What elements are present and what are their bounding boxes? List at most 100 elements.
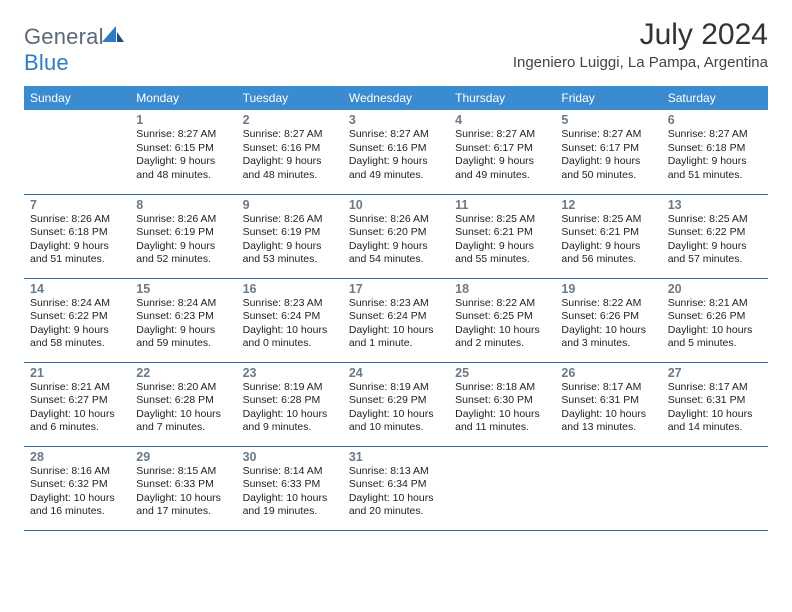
daylight-text: Daylight: 10 hours and 10 minutes. [349,408,443,435]
sunset-text: Sunset: 6:34 PM [349,478,443,492]
sunset-text: Sunset: 6:16 PM [243,142,337,156]
daylight-text: Daylight: 10 hours and 17 minutes. [136,492,230,519]
day-cell: 11Sunrise: 8:25 AMSunset: 6:21 PMDayligh… [449,194,555,278]
day-number: 29 [136,450,230,464]
sunset-text: Sunset: 6:33 PM [243,478,337,492]
day-cell: 6Sunrise: 8:27 AMSunset: 6:18 PMDaylight… [662,110,768,194]
weekday-header: Wednesday [343,86,449,110]
sunset-text: Sunset: 6:25 PM [455,310,549,324]
day-cell: 2Sunrise: 8:27 AMSunset: 6:16 PMDaylight… [237,110,343,194]
day-details: Sunrise: 8:24 AMSunset: 6:22 PMDaylight:… [30,297,124,352]
daylight-text: Daylight: 9 hours and 48 minutes. [136,155,230,182]
calendar-head: Sunday Monday Tuesday Wednesday Thursday… [24,86,768,110]
day-number: 15 [136,282,230,296]
day-details: Sunrise: 8:27 AMSunset: 6:16 PMDaylight:… [243,128,337,183]
day-cell: 27Sunrise: 8:17 AMSunset: 6:31 PMDayligh… [662,362,768,446]
daylight-text: Daylight: 10 hours and 0 minutes. [243,324,337,351]
sunset-text: Sunset: 6:18 PM [30,226,124,240]
day-number: 21 [30,366,124,380]
day-cell [449,446,555,530]
daylight-text: Daylight: 9 hours and 55 minutes. [455,240,549,267]
sunset-text: Sunset: 6:33 PM [136,478,230,492]
daylight-text: Daylight: 9 hours and 48 minutes. [243,155,337,182]
day-cell: 22Sunrise: 8:20 AMSunset: 6:28 PMDayligh… [130,362,236,446]
daylight-text: Daylight: 10 hours and 2 minutes. [455,324,549,351]
day-cell: 23Sunrise: 8:19 AMSunset: 6:28 PMDayligh… [237,362,343,446]
weekday-header: Sunday [24,86,130,110]
sunrise-text: Sunrise: 8:27 AM [455,128,549,142]
day-number: 30 [243,450,337,464]
sunset-text: Sunset: 6:28 PM [136,394,230,408]
daylight-text: Daylight: 10 hours and 3 minutes. [561,324,655,351]
brand-name-part1: General [24,24,104,49]
day-details: Sunrise: 8:26 AMSunset: 6:20 PMDaylight:… [349,213,443,268]
daylight-text: Daylight: 9 hours and 54 minutes. [349,240,443,267]
day-cell: 19Sunrise: 8:22 AMSunset: 6:26 PMDayligh… [555,278,661,362]
sunrise-text: Sunrise: 8:26 AM [349,213,443,227]
day-details: Sunrise: 8:24 AMSunset: 6:23 PMDaylight:… [136,297,230,352]
day-details: Sunrise: 8:19 AMSunset: 6:28 PMDaylight:… [243,381,337,436]
week-row: 14Sunrise: 8:24 AMSunset: 6:22 PMDayligh… [24,278,768,362]
calendar-page: General Blue July 2024 Ingeniero Luiggi,… [0,0,792,551]
day-details: Sunrise: 8:26 AMSunset: 6:18 PMDaylight:… [30,213,124,268]
sunrise-text: Sunrise: 8:25 AM [561,213,655,227]
day-details: Sunrise: 8:17 AMSunset: 6:31 PMDaylight:… [668,381,762,436]
day-details: Sunrise: 8:27 AMSunset: 6:18 PMDaylight:… [668,128,762,183]
day-number: 12 [561,198,655,212]
day-cell: 30Sunrise: 8:14 AMSunset: 6:33 PMDayligh… [237,446,343,530]
sunrise-text: Sunrise: 8:14 AM [243,465,337,479]
day-number: 10 [349,198,443,212]
sunset-text: Sunset: 6:31 PM [561,394,655,408]
day-cell: 10Sunrise: 8:26 AMSunset: 6:20 PMDayligh… [343,194,449,278]
sunrise-text: Sunrise: 8:27 AM [243,128,337,142]
day-details: Sunrise: 8:27 AMSunset: 6:17 PMDaylight:… [561,128,655,183]
sunrise-text: Sunrise: 8:23 AM [349,297,443,311]
calendar-body: 1Sunrise: 8:27 AMSunset: 6:15 PMDaylight… [24,110,768,530]
daylight-text: Daylight: 9 hours and 53 minutes. [243,240,337,267]
daylight-text: Daylight: 10 hours and 14 minutes. [668,408,762,435]
day-cell: 3Sunrise: 8:27 AMSunset: 6:16 PMDaylight… [343,110,449,194]
sunrise-text: Sunrise: 8:25 AM [455,213,549,227]
day-number: 1 [136,113,230,127]
weekday-header: Friday [555,86,661,110]
sunset-text: Sunset: 6:22 PM [30,310,124,324]
day-details: Sunrise: 8:17 AMSunset: 6:31 PMDaylight:… [561,381,655,436]
sunrise-text: Sunrise: 8:26 AM [136,213,230,227]
sunset-text: Sunset: 6:18 PM [668,142,762,156]
daylight-text: Daylight: 9 hours and 49 minutes. [455,155,549,182]
day-cell: 15Sunrise: 8:24 AMSunset: 6:23 PMDayligh… [130,278,236,362]
day-cell: 8Sunrise: 8:26 AMSunset: 6:19 PMDaylight… [130,194,236,278]
day-details: Sunrise: 8:25 AMSunset: 6:21 PMDaylight:… [455,213,549,268]
day-details: Sunrise: 8:19 AMSunset: 6:29 PMDaylight:… [349,381,443,436]
week-row: 1Sunrise: 8:27 AMSunset: 6:15 PMDaylight… [24,110,768,194]
sunset-text: Sunset: 6:16 PM [349,142,443,156]
day-number: 24 [349,366,443,380]
sunset-text: Sunset: 6:19 PM [243,226,337,240]
day-number: 31 [349,450,443,464]
day-details: Sunrise: 8:23 AMSunset: 6:24 PMDaylight:… [243,297,337,352]
sunset-text: Sunset: 6:30 PM [455,394,549,408]
day-number: 5 [561,113,655,127]
sunset-text: Sunset: 6:21 PM [561,226,655,240]
sunrise-text: Sunrise: 8:27 AM [668,128,762,142]
day-cell: 5Sunrise: 8:27 AMSunset: 6:17 PMDaylight… [555,110,661,194]
day-cell: 16Sunrise: 8:23 AMSunset: 6:24 PMDayligh… [237,278,343,362]
day-cell: 29Sunrise: 8:15 AMSunset: 6:33 PMDayligh… [130,446,236,530]
day-details: Sunrise: 8:23 AMSunset: 6:24 PMDaylight:… [349,297,443,352]
sunset-text: Sunset: 6:17 PM [561,142,655,156]
day-number: 20 [668,282,762,296]
day-details: Sunrise: 8:25 AMSunset: 6:22 PMDaylight:… [668,213,762,268]
sunrise-text: Sunrise: 8:26 AM [30,213,124,227]
sunrise-text: Sunrise: 8:19 AM [349,381,443,395]
sunset-text: Sunset: 6:23 PM [136,310,230,324]
daylight-text: Daylight: 10 hours and 7 minutes. [136,408,230,435]
day-cell [555,446,661,530]
sunset-text: Sunset: 6:15 PM [136,142,230,156]
weekday-header: Tuesday [237,86,343,110]
day-number: 3 [349,113,443,127]
day-number: 17 [349,282,443,296]
sunset-text: Sunset: 6:20 PM [349,226,443,240]
day-cell: 1Sunrise: 8:27 AMSunset: 6:15 PMDaylight… [130,110,236,194]
daylight-text: Daylight: 10 hours and 20 minutes. [349,492,443,519]
day-cell: 18Sunrise: 8:22 AMSunset: 6:25 PMDayligh… [449,278,555,362]
